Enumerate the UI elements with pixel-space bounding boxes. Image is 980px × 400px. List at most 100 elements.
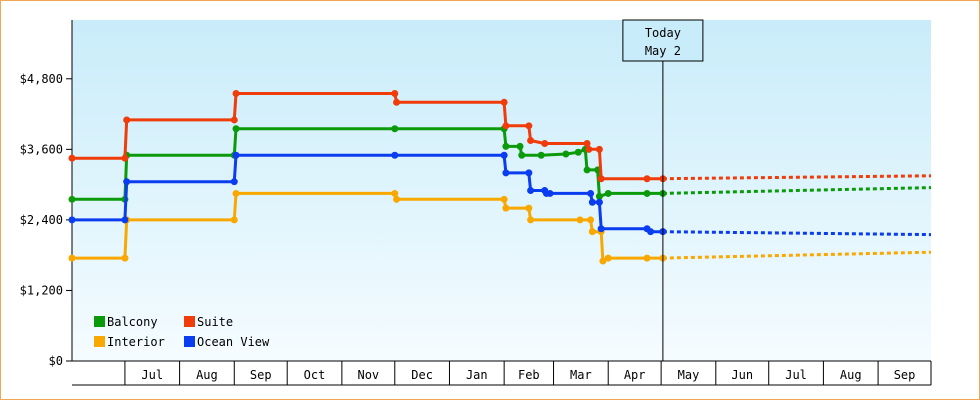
today-date-label: May 2 [645, 44, 681, 58]
data-point-ocean-view [647, 228, 655, 236]
data-point-suite [68, 154, 76, 162]
data-point-interior [230, 216, 238, 224]
plot-area [72, 20, 931, 361]
data-point-interior [232, 189, 240, 197]
data-point-suite [527, 137, 535, 145]
data-point-suite [583, 139, 591, 147]
data-point-ocean-view [587, 189, 595, 197]
x-tick-label: May [678, 368, 700, 382]
data-point-ocean-view [502, 169, 510, 177]
x-tick-label: Sep [250, 368, 272, 382]
series-forecast-suite [662, 174, 932, 181]
today-box [622, 19, 704, 62]
x-tick-label: Aug [840, 368, 862, 382]
data-point-ocean-view [546, 189, 554, 197]
series-balcony [68, 125, 932, 203]
x-tick-label: Jul [785, 368, 807, 382]
series-forecast-interior [662, 250, 932, 260]
data-point-suite [643, 175, 651, 183]
data-point-suite [585, 145, 593, 153]
data-point-balcony [595, 192, 603, 200]
data-point-suite [121, 154, 129, 162]
data-point-interior [525, 204, 533, 212]
y-tick-label: $1,200 [20, 283, 63, 297]
data-point-suite [595, 145, 603, 153]
data-point-balcony [537, 151, 545, 159]
data-point-interior [604, 254, 612, 262]
data-point-interior [576, 216, 584, 224]
data-point-ocean-view [232, 151, 240, 159]
x-tick-label: Aug [196, 368, 218, 382]
data-point-ocean-view [595, 198, 603, 206]
today-label: Today [645, 26, 681, 40]
x-tick-label: Nov [357, 368, 379, 382]
data-point-interior [588, 228, 596, 236]
y-tick-label: $4,800 [20, 72, 63, 86]
data-point-balcony [68, 195, 76, 203]
data-point-interior [68, 254, 76, 262]
data-point-ocean-view [123, 178, 131, 186]
y-tick-label: $3,600 [20, 142, 63, 156]
data-point-balcony [391, 125, 399, 133]
data-point-suite [123, 116, 131, 124]
y-tick-label: $0 [49, 354, 63, 368]
data-point-ocean-view [527, 187, 535, 194]
data-point-suite [232, 89, 240, 97]
legend-swatch-balcony [94, 316, 105, 327]
data-point-balcony [516, 142, 524, 150]
data-point-ocean-view [588, 198, 596, 206]
data-point-interior [643, 254, 651, 262]
data-point-suite [391, 89, 399, 97]
data-point-balcony [583, 166, 591, 174]
legend-label-suite: Suite [197, 315, 233, 329]
data-point-balcony [604, 189, 612, 197]
series-suite [68, 89, 932, 183]
x-tick-label: Apr [624, 368, 646, 382]
series-line-balcony [72, 127, 663, 201]
data-point-interior [500, 195, 508, 203]
x-tick-label: Mar [570, 368, 592, 382]
data-point-ocean-view [230, 178, 238, 186]
data-point-interior [391, 189, 399, 197]
data-point-ocean-view [121, 216, 129, 224]
data-point-suite [525, 122, 533, 130]
data-point-interior [527, 216, 535, 224]
x-tick-label: Jan [466, 368, 488, 382]
data-point-interior [599, 257, 607, 265]
x-tick-label: Dec [411, 368, 433, 382]
series-interior [68, 189, 932, 265]
data-point-ocean-view [597, 225, 605, 233]
legend-label-balcony: Balcony [107, 315, 158, 329]
x-tick-label: Jun [731, 368, 753, 382]
data-point-suite [393, 98, 401, 106]
x-tick-label: Jul [141, 368, 163, 382]
series-forecast-ocean-view [662, 230, 932, 237]
data-point-ocean-view [525, 169, 533, 177]
legend-swatch-interior [94, 336, 105, 347]
legend-swatch-ocean-view [184, 336, 195, 347]
legend-label-ocean-view: Ocean View [197, 335, 270, 349]
data-point-interior [393, 195, 401, 203]
data-point-suite [500, 98, 508, 106]
legend-swatch-suite [184, 316, 195, 327]
y-tick-label: $2,400 [20, 213, 63, 227]
data-point-balcony [574, 148, 582, 156]
data-point-interior [121, 254, 129, 262]
data-point-suite [597, 175, 605, 183]
data-point-ocean-view [68, 216, 76, 224]
data-point-balcony [562, 150, 570, 158]
data-point-balcony [643, 189, 651, 197]
data-point-ocean-view [391, 151, 399, 159]
data-point-suite [502, 122, 510, 130]
x-tick-label: Feb [518, 368, 540, 382]
x-tick-label: Sep [894, 368, 916, 382]
series-forecast-balcony [662, 186, 932, 195]
data-point-interior [502, 204, 510, 212]
series-ocean-view [68, 151, 932, 237]
series-line-suite [72, 92, 663, 181]
data-point-suite [541, 139, 549, 147]
data-point-interior [587, 216, 595, 224]
legend-label-interior: Interior [107, 335, 165, 349]
